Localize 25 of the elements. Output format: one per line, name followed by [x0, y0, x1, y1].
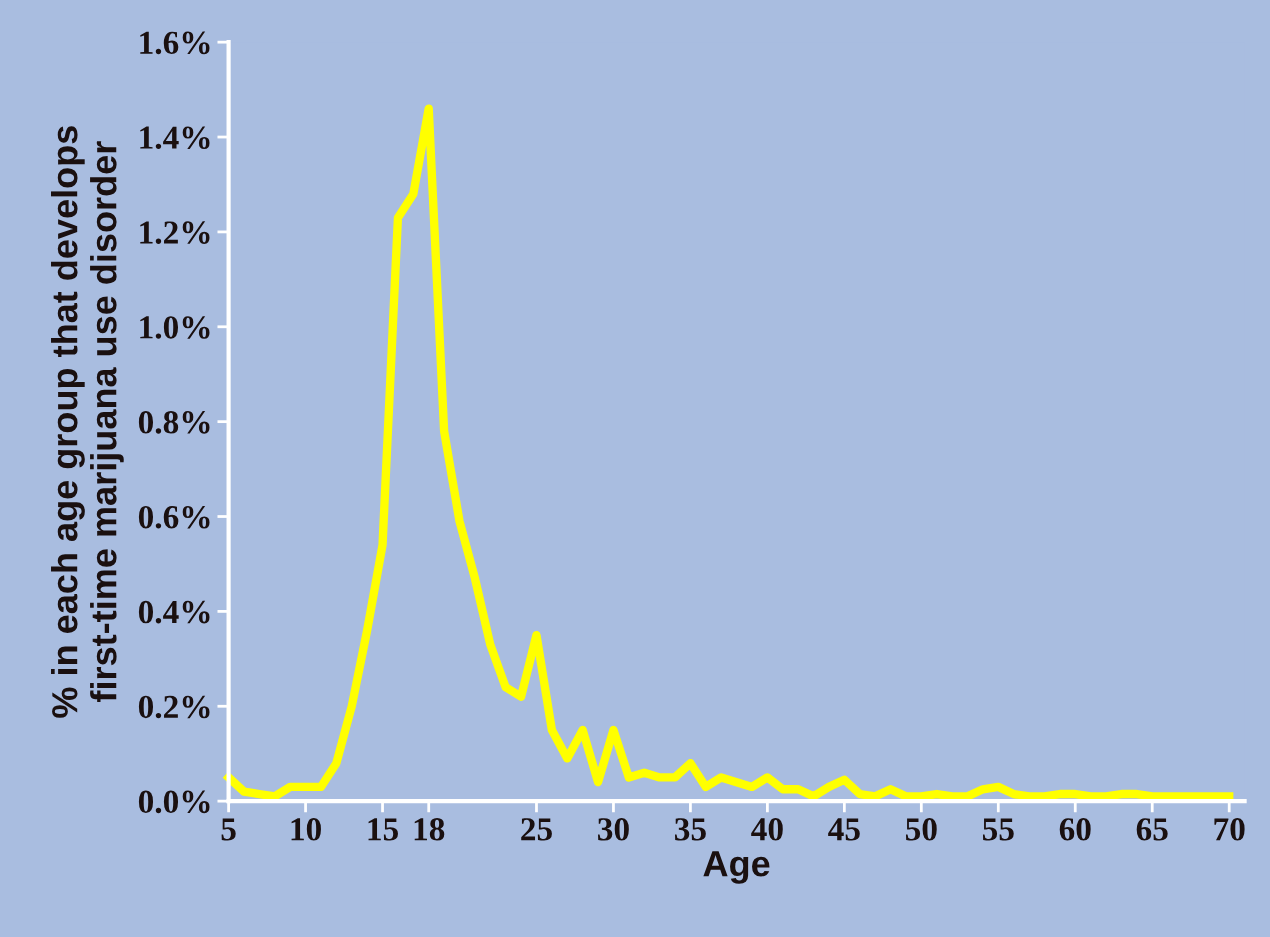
- x-tick-label: 70: [1214, 818, 1245, 841]
- y-axis-title: % in each age group that develops first-time marijuana use disorder: [51, 126, 124, 718]
- x-tick-label: 60: [1059, 818, 1091, 841]
- y-tick-label: 1.2%: [140, 221, 210, 244]
- y-tick-label: 1.4%: [140, 126, 210, 150]
- y-tick-label: 1.6%: [140, 31, 210, 55]
- x-axis-title: Age: [703, 851, 770, 884]
- x-tick-label: 5: [221, 818, 236, 841]
- y-tick-label: 1.0%: [140, 316, 210, 339]
- x-tick-label: 18: [414, 818, 445, 841]
- x-tick-label: 35: [675, 818, 706, 841]
- x-tick-label: 55: [982, 818, 1014, 841]
- y-tick-label: 0.0%: [138, 790, 210, 814]
- x-tick-label: 45: [828, 818, 860, 841]
- y-tick-label: 0.8%: [138, 411, 210, 434]
- x-tick-label: 15: [368, 818, 398, 841]
- x-tick-label: 40: [751, 818, 783, 841]
- x-tick-label: 50: [905, 818, 937, 841]
- x-tick-label: 65: [1136, 818, 1168, 841]
- y-tick-label: 0.2%: [138, 695, 210, 719]
- x-tick-label: 25: [521, 818, 552, 841]
- x-tick-label: 10: [291, 818, 321, 841]
- y-tick-label: 0.4%: [138, 600, 210, 624]
- x-tick-label: 30: [598, 818, 629, 841]
- y-tick-label: 0.6%: [138, 505, 210, 529]
